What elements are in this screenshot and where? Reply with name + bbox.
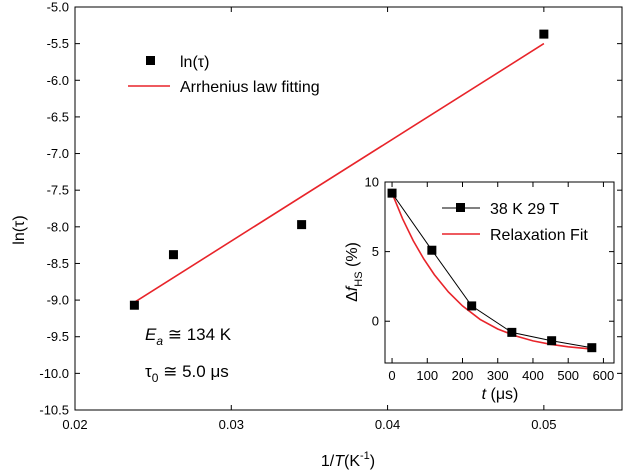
inset-legend-label-data: 38 K 29 T	[490, 201, 559, 218]
y-tick-label: -9.5	[47, 329, 69, 344]
series-line-0	[391, 192, 592, 349]
x-tick-label: 0.04	[375, 417, 400, 432]
data-point	[507, 327, 517, 337]
tau-subscript: 0	[152, 371, 159, 385]
y-tick-label: -10.5	[39, 403, 69, 418]
x-tick-label: 0.03	[219, 417, 244, 432]
data-point	[387, 188, 397, 198]
y-tick-label: 10	[365, 175, 379, 190]
y-tick-label: 0	[372, 314, 379, 329]
inset-legend-label-fit: Relaxation Fit	[490, 227, 588, 244]
x-tick-label: 600	[593, 368, 615, 383]
x-tick-label: 0.02	[62, 417, 87, 432]
y-tick-label: 5	[372, 244, 379, 259]
tau-symbol: τ	[145, 362, 152, 381]
main-x-axis-label-prefix: 1/	[321, 453, 335, 470]
y-tick-label: -7.5	[47, 183, 69, 198]
inset-legend-marker-data	[456, 203, 465, 212]
y-tick-label: -6.5	[47, 109, 69, 124]
inset-background	[385, 182, 614, 363]
y-tick-label: -8.5	[47, 256, 69, 271]
legend-marker-ln-tau	[146, 56, 155, 65]
inset-legend: 38 K 29 T Relaxation Fit	[442, 201, 588, 244]
ea-symbol: E	[145, 325, 157, 344]
y-tick-label: -10.0	[39, 366, 69, 381]
inset-y-ticks: 10 5 0	[365, 175, 614, 329]
inset-x-ticks: 0 100 200 300 400 500 600	[388, 182, 614, 383]
main-x-axis-label-var: T	[334, 453, 345, 470]
main-legend: ln(τ) Arrhenius law fitting	[128, 54, 320, 96]
inset-plot-frame	[384, 181, 615, 364]
data-point	[539, 29, 549, 39]
inset-y-label-var: f	[344, 285, 361, 291]
inset-x-label-unit: (μs)	[486, 386, 518, 403]
x-tick-label: 0	[388, 368, 395, 383]
data-point	[129, 300, 139, 310]
main-y-axis-label: ln(τ)	[11, 215, 28, 244]
y-tick-label: -7.0	[47, 146, 69, 161]
main-plot-frame	[74, 6, 623, 411]
y-tick-label: -9.0	[47, 293, 69, 308]
x-tick-label: 200	[452, 368, 474, 383]
main-x-axis-label: 1/T(K-1)	[321, 450, 375, 470]
data-point	[587, 343, 597, 353]
inset-series	[387, 188, 597, 353]
main-chart: 0.02 0.03 0.04 0.05 -5.0 -5.5 -6.0 -6.5 -7.0 -7.…	[11, 0, 623, 470]
x-tick-label: 500	[557, 368, 579, 383]
inset-chart: 0 100 200 300 400 500 600 10 5 0 ΔfHS (%) t (μs)…	[344, 175, 615, 403]
x-tick-label: 100	[416, 368, 438, 383]
main-series	[129, 29, 549, 310]
inset-y-label-sub: HS	[353, 271, 365, 286]
data-point	[467, 301, 477, 311]
data-point	[547, 336, 557, 346]
inset-y-label-unit: (%)	[344, 242, 361, 271]
inset-y-label-delta: Δ	[344, 291, 361, 302]
x-tick-label: 0.05	[531, 417, 556, 432]
main-x-ticks: 0.02 0.03 0.04 0.05	[62, 7, 557, 432]
x-tick-label: 300	[487, 368, 509, 383]
main-x-axis-label-sup: -1	[360, 450, 370, 462]
tau-zero-annotation: τ0 ≅ 5.0 μs	[145, 362, 229, 385]
legend-label-arrhenius: Arrhenius law fitting	[180, 79, 320, 96]
series-line-0	[133, 42, 545, 303]
legend-label-ln-tau: ln(τ)	[180, 54, 209, 71]
y-tick-label: -8.0	[47, 219, 69, 234]
y-tick-label: -5.0	[47, 0, 69, 15]
ea-subscript: a	[156, 334, 163, 348]
activation-energy-annotation: Ea ≅ 134 K	[145, 325, 232, 348]
main-x-axis-label-close: )	[370, 453, 375, 470]
x-tick-label: 400	[522, 368, 544, 383]
main-x-axis-label-unit: (K	[344, 453, 360, 470]
inset-x-label-var: t	[482, 386, 487, 403]
tau-value: ≅ 5.0 μs	[158, 362, 228, 381]
inset-y-axis-label: ΔfHS (%)	[344, 242, 365, 302]
y-tick-label: -5.5	[47, 36, 69, 51]
main-y-ticks: -5.0 -5.5 -6.0 -6.5 -7.0 -7.5 -8.0 -8.5 -9.0 -9.5…	[39, 0, 622, 418]
ea-value: ≅ 134 K	[163, 325, 232, 344]
y-tick-label: -6.0	[47, 73, 69, 88]
data-point	[427, 245, 437, 255]
inset-x-axis-label: t (μs)	[482, 386, 519, 403]
data-point	[297, 220, 307, 230]
data-point	[168, 250, 178, 260]
